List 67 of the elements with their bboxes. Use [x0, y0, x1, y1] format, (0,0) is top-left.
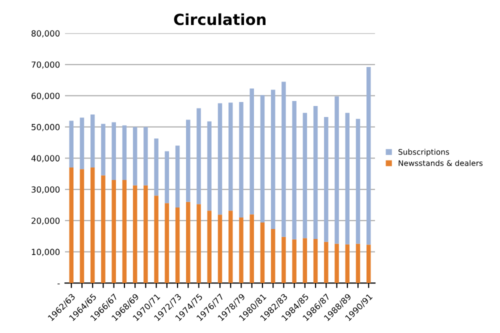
bar: [196, 108, 201, 204]
bar: [186, 202, 190, 284]
bar: [80, 169, 84, 284]
bar: [175, 146, 180, 208]
bar: [228, 102, 233, 211]
bar: [366, 244, 371, 284]
bar: [334, 244, 339, 284]
chart-title: Circulation: [174, 13, 266, 26]
y-tick-label: 70,000: [32, 62, 60, 69]
bar: [324, 116, 328, 242]
bar: [164, 151, 170, 204]
y-tick-label: 50,000: [32, 124, 60, 132]
bar: [144, 126, 148, 186]
bar: [334, 96, 339, 244]
bar: [324, 242, 328, 284]
bar: [250, 214, 254, 284]
bar: [345, 112, 350, 244]
bar: [260, 95, 265, 222]
bar: [250, 88, 254, 214]
bar: [186, 120, 190, 202]
bar: [282, 236, 286, 284]
y-tick-label: 20,000: [32, 218, 60, 225]
y-tick-label: 80,000: [32, 30, 60, 38]
bar: [356, 244, 360, 284]
bar: [101, 124, 106, 176]
bar: [302, 238, 308, 284]
bar: [69, 168, 74, 284]
bar: [207, 121, 212, 211]
bar: [207, 210, 212, 284]
bar: [356, 118, 360, 244]
y-tick-label: 30,000: [32, 186, 60, 194]
bar: [112, 122, 116, 180]
bar: [69, 120, 74, 168]
bar: [260, 222, 265, 284]
bar: [302, 112, 308, 238]
bar: [164, 203, 170, 284]
bar: [112, 180, 116, 284]
bar: [80, 118, 84, 170]
bar: [366, 67, 371, 245]
bar: [90, 114, 95, 168]
bar: [282, 82, 286, 237]
bar: [239, 102, 244, 218]
bar: [239, 217, 244, 284]
bar: [218, 214, 222, 284]
bar: [313, 106, 318, 240]
bar: [144, 185, 148, 284]
bar: [292, 239, 296, 284]
bar: [154, 138, 158, 196]
bar: [175, 208, 180, 284]
bar: [270, 90, 276, 230]
y-tick-label: 40,000: [31, 155, 60, 162]
bar: [122, 180, 127, 284]
y-tick-label: 10,000: [32, 248, 60, 256]
bar: [132, 185, 138, 284]
bar: [218, 103, 222, 215]
bar: [228, 210, 233, 284]
y-tick-label: 60,000: [32, 92, 60, 100]
bar: [122, 125, 127, 180]
bar: [101, 175, 106, 284]
bar: [292, 101, 296, 240]
bar: [90, 168, 95, 284]
bar: [132, 126, 138, 186]
bar: [270, 229, 276, 284]
bar: [345, 244, 350, 284]
bar: [313, 239, 318, 284]
bar: [154, 196, 158, 284]
bar: [196, 204, 201, 284]
